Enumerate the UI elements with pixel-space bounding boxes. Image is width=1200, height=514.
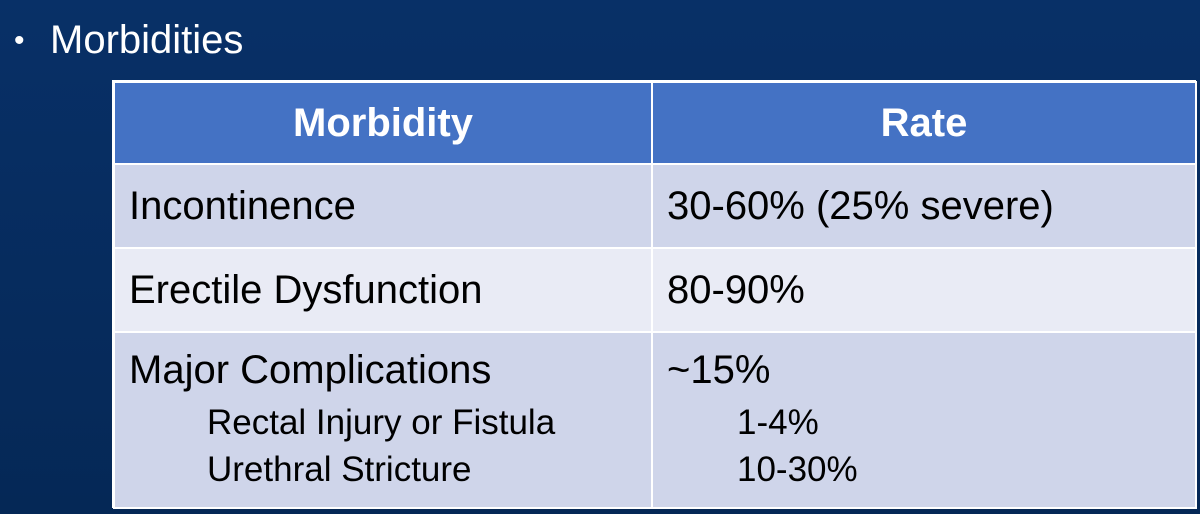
table-row: Erectile Dysfunction 80-90% bbox=[113, 247, 1197, 333]
table-row: Incontinence 30-60% (25% severe) bbox=[113, 163, 1197, 249]
table-header-row: Morbidity Rate bbox=[113, 81, 1197, 165]
sub-rate-value: 10-30% bbox=[737, 450, 858, 490]
header-rate: Rate bbox=[651, 81, 1197, 165]
bullet-icon: • bbox=[14, 24, 25, 57]
rate-value: 30-60% (25% severe) bbox=[667, 184, 1054, 228]
slide-heading: Morbidities bbox=[50, 18, 244, 62]
morbidity-table-container: Morbidity Rate Incontinence 30-60% (25% … bbox=[112, 80, 1197, 509]
sub-morbidity-label: Urethral Stricture bbox=[207, 450, 472, 490]
table-row: Major Complications Rectal Injury or Fis… bbox=[113, 331, 1197, 509]
incontinence-rate-cell: 30-60% (25% severe) bbox=[651, 163, 1197, 249]
major-complications-cell: Major Complications Rectal Injury or Fis… bbox=[113, 331, 653, 509]
sub-morbidity-label: Rectal Injury or Fistula bbox=[207, 403, 556, 442]
major-complications-rate-cell: ~15% 1-4% 10-30% bbox=[651, 331, 1197, 509]
incontinence-cell: Incontinence bbox=[113, 163, 653, 249]
erectile-dysfunction-cell: Erectile Dysfunction bbox=[113, 247, 653, 333]
morbidity-label: Incontinence bbox=[129, 184, 356, 228]
rate-value: ~15% bbox=[667, 348, 771, 392]
morbidity-table: Morbidity Rate Incontinence 30-60% (25% … bbox=[113, 81, 1197, 509]
erectile-dysfunction-rate-cell: 80-90% bbox=[651, 247, 1197, 333]
morbidity-label: Major Complications bbox=[129, 348, 492, 392]
morbidity-label: Erectile Dysfunction bbox=[129, 268, 483, 312]
header-morbidity: Morbidity bbox=[113, 81, 653, 165]
rate-value: 80-90% bbox=[667, 268, 805, 312]
bullet-heading: • Morbidities bbox=[14, 12, 243, 68]
sub-rate-value: 1-4% bbox=[737, 403, 819, 442]
